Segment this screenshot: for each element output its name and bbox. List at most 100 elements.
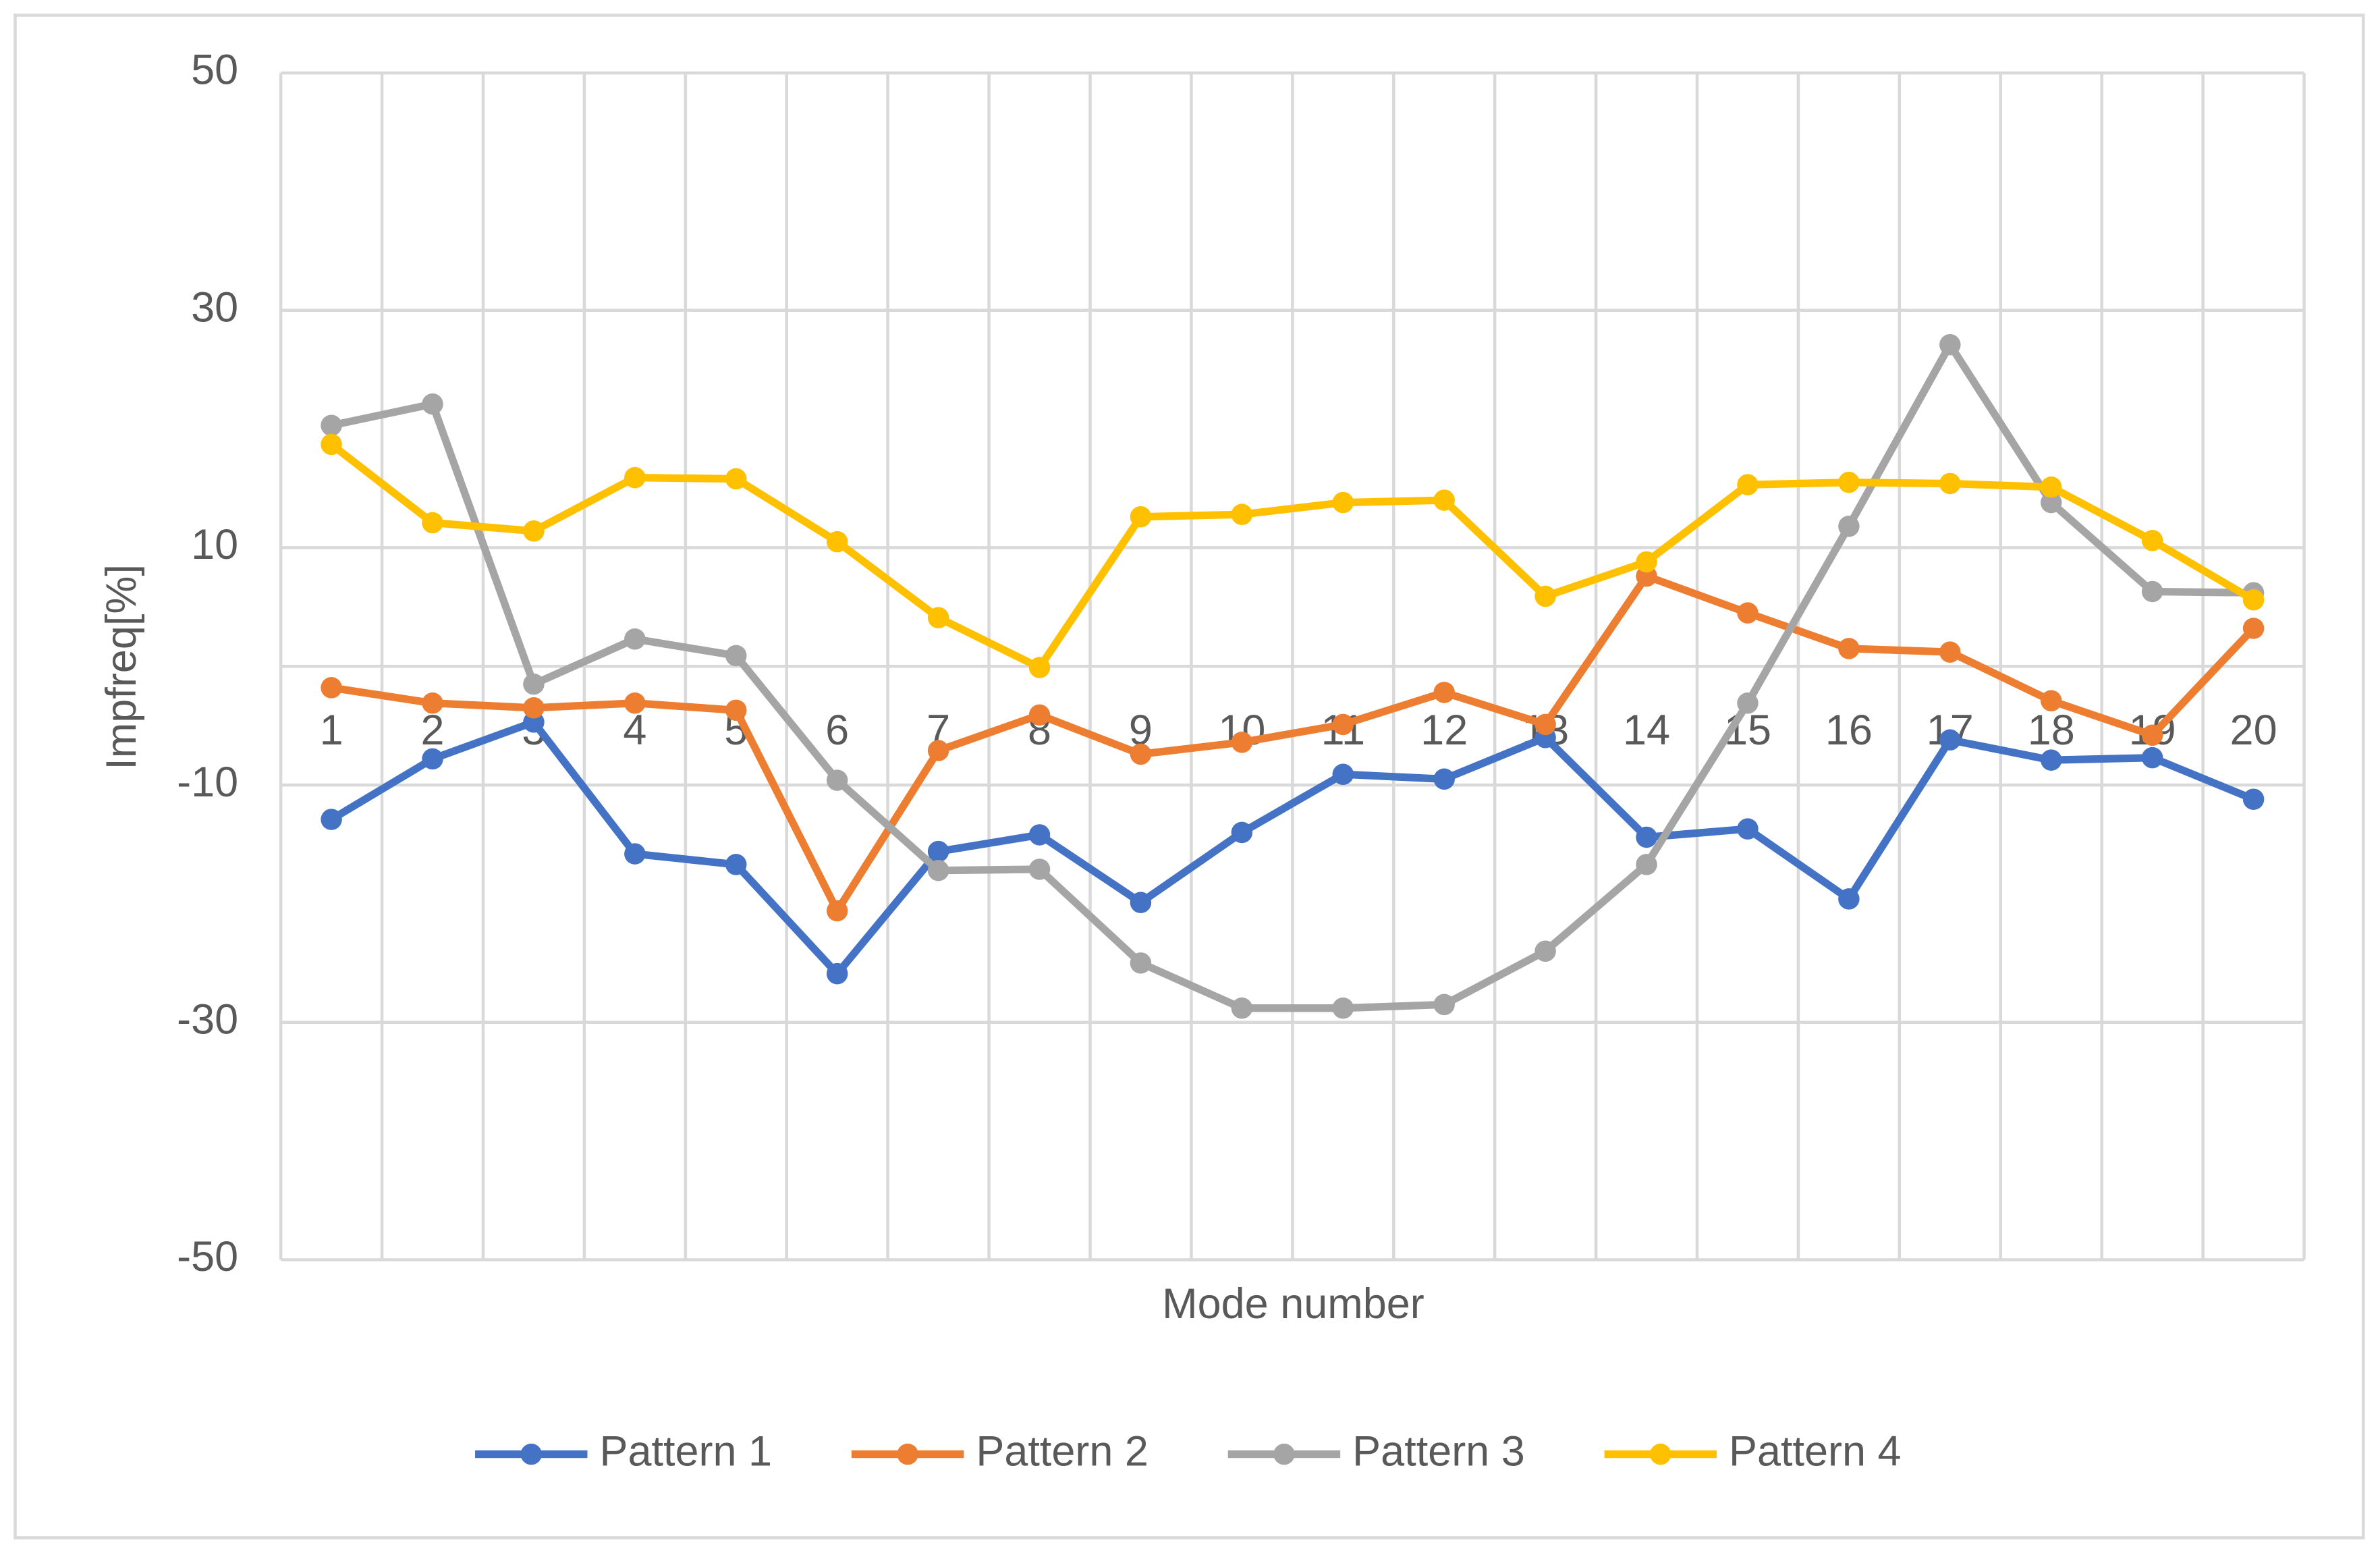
data-point	[422, 512, 443, 534]
data-point	[1433, 489, 1455, 511]
data-point	[2141, 530, 2163, 551]
data-point	[1231, 997, 1253, 1019]
data-point	[624, 628, 646, 650]
data-point	[1231, 732, 1253, 753]
data-point	[1534, 713, 1556, 736]
data-point	[2040, 491, 2062, 514]
data-point	[1838, 888, 1860, 910]
data-point	[1636, 854, 1657, 875]
x-axis-title: Mode number	[1162, 1280, 1424, 1328]
data-point	[2242, 788, 2265, 810]
data-point	[523, 520, 545, 542]
data-point	[1433, 682, 1455, 703]
x-tick-label: 18	[2028, 707, 2075, 754]
legend-marker	[520, 1443, 543, 1465]
data-point	[422, 748, 443, 770]
data-point	[321, 414, 342, 437]
y-tick-label: -10	[177, 759, 238, 806]
data-point	[1636, 551, 1657, 573]
data-point	[1939, 333, 1961, 356]
data-point	[2040, 476, 2062, 498]
legend-label: Pattern 2	[976, 1427, 1149, 1475]
data-point	[1231, 821, 1253, 844]
data-point	[927, 859, 949, 881]
data-point	[725, 645, 747, 667]
data-point	[1838, 516, 1860, 537]
data-point	[1433, 768, 1455, 790]
legend-item: Pattern 3	[1227, 1427, 1525, 1475]
legend-label: Pattern 1	[599, 1427, 772, 1475]
data-point	[1332, 713, 1354, 736]
data-point	[422, 692, 443, 714]
data-point	[1332, 997, 1354, 1019]
y-axis-title: Impfreq[%]	[98, 564, 145, 770]
data-point	[2242, 589, 2265, 611]
x-tick-label: 20	[2230, 707, 2277, 754]
legend-marker	[1273, 1443, 1295, 1465]
data-point	[1534, 585, 1556, 607]
data-point	[826, 962, 848, 985]
data-point	[2141, 580, 2163, 603]
data-point	[1130, 743, 1152, 765]
data-point	[1028, 859, 1051, 880]
data-point	[1838, 471, 1860, 493]
legend-item: Pattern 4	[1604, 1427, 1902, 1475]
data-point	[1028, 657, 1051, 678]
data-point	[1028, 704, 1051, 726]
data-point	[1028, 824, 1051, 846]
data-point	[1433, 993, 1455, 1016]
x-tick-label: 16	[1825, 707, 1873, 754]
y-tick-label: 50	[191, 47, 238, 94]
data-point	[1534, 940, 1556, 962]
data-point	[1130, 952, 1152, 974]
y-tick-label: 10	[191, 521, 238, 568]
x-tick-label: 1	[320, 707, 343, 754]
data-point	[1939, 729, 1961, 751]
data-point	[826, 900, 848, 922]
legend-marker	[897, 1443, 918, 1465]
data-point	[2040, 749, 2062, 771]
data-point	[1636, 826, 1657, 848]
x-tick-label: 2	[420, 707, 444, 754]
series-line	[329, 718, 2255, 978]
data-point	[624, 466, 646, 489]
data-point	[321, 677, 342, 699]
series-line	[330, 341, 2254, 1012]
data-point	[624, 843, 646, 865]
y-tick-label: 30	[191, 283, 238, 331]
data-point	[725, 699, 747, 721]
data-point	[1130, 892, 1152, 913]
data-point	[2141, 746, 2163, 769]
data-point	[927, 740, 949, 761]
legend-label: Pattern 4	[1729, 1427, 1902, 1475]
legend-item: Pattern 2	[851, 1427, 1149, 1475]
data-point	[624, 692, 646, 714]
data-point	[422, 393, 443, 415]
data-point	[927, 607, 949, 628]
data-point	[826, 769, 848, 791]
data-point	[1939, 472, 1961, 495]
data-point	[321, 809, 342, 830]
x-tick-label: 6	[825, 707, 849, 754]
data-point	[321, 433, 342, 456]
series-line	[331, 572, 2257, 915]
data-point	[1737, 602, 1759, 624]
data-point	[1130, 506, 1152, 528]
legend-label: Pattern 3	[1352, 1427, 1525, 1475]
legend-marker	[1650, 1443, 1671, 1465]
x-tick-label: 12	[1420, 707, 1468, 754]
data-point	[2141, 724, 2163, 746]
y-tick-label: -30	[177, 996, 238, 1043]
data-point	[725, 854, 747, 875]
data-point	[1737, 818, 1759, 840]
data-point	[2242, 618, 2265, 639]
data-point	[1231, 503, 1253, 525]
data-point	[523, 697, 545, 719]
data-point	[1939, 641, 1961, 663]
data-point	[927, 840, 949, 863]
x-tick-label: 14	[1623, 707, 1670, 754]
data-point	[1332, 763, 1354, 786]
legend-item: Pattern 1	[475, 1427, 772, 1475]
